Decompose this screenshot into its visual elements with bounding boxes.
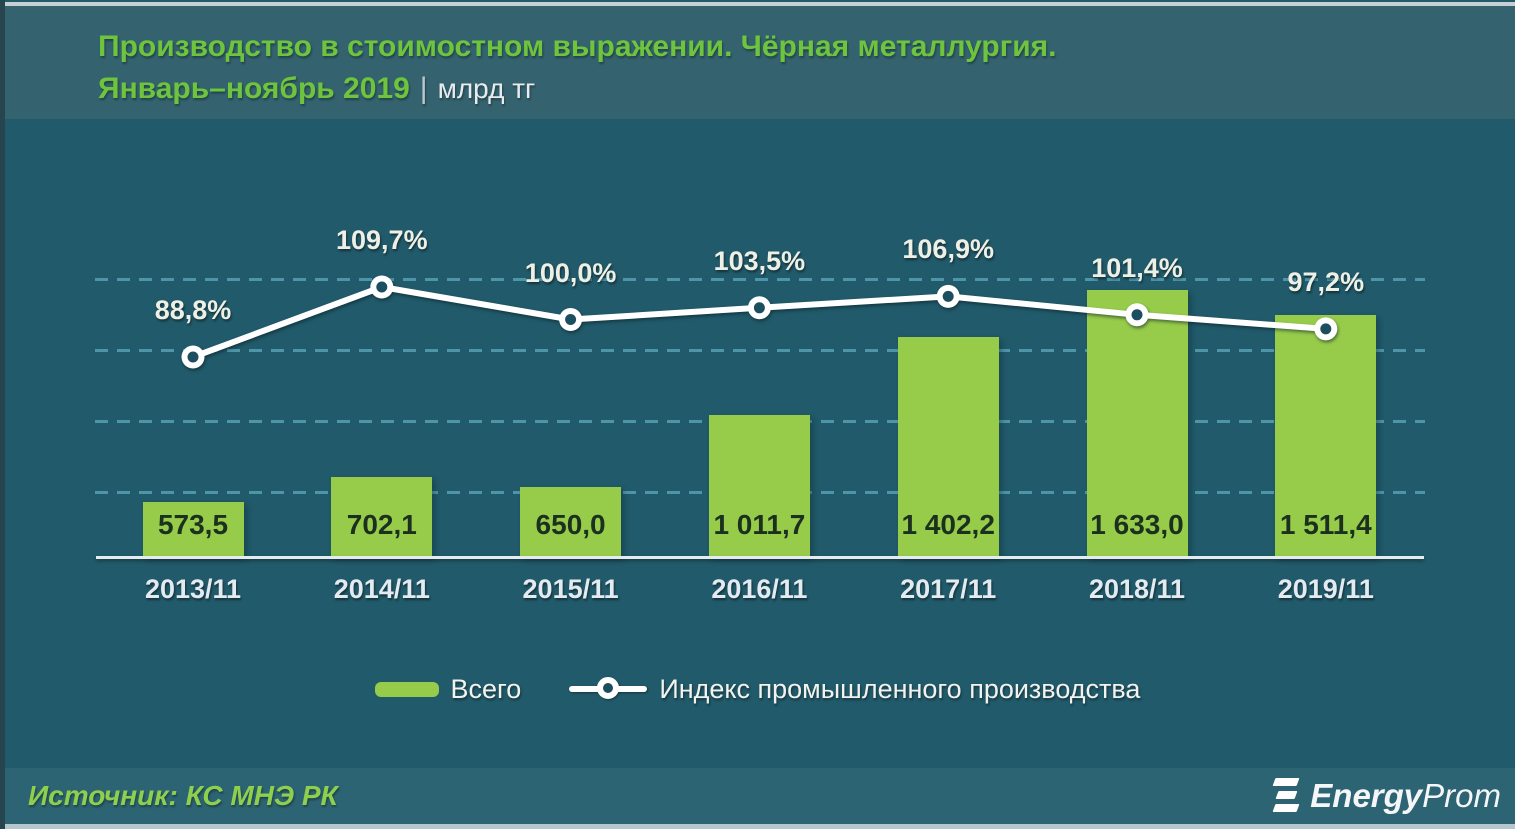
line-value-label: 100,0%: [524, 257, 617, 288]
bar-value-label: 702,1: [346, 509, 417, 540]
line-value-label: 88,8%: [154, 295, 232, 325]
bar-value-label: 650,0: [535, 509, 606, 540]
category-label: 2015/11: [522, 574, 619, 604]
legend-item-total: Всего: [374, 673, 522, 705]
line-value-label: 97,2%: [1287, 266, 1365, 297]
subtitle-unit: млрд тг: [437, 73, 536, 104]
gridline: [95, 278, 1425, 281]
energyprom-logo-icon: [1271, 777, 1301, 815]
legend-label-index: Индекс промышленного производства: [659, 673, 1141, 704]
bar: [1086, 290, 1188, 557]
bar: [1275, 314, 1377, 557]
bar-value-label: 1 402,2: [901, 509, 995, 540]
top-border-line: [0, 2, 1515, 6]
bar: [142, 502, 244, 557]
category-label: 2014/11: [333, 574, 430, 604]
bar-value-label: 573,5: [157, 509, 229, 540]
line-value-label: 109,7%: [336, 225, 428, 255]
chart-subtitle: Январь–ноябрь 2019 | млрд тг: [98, 68, 1515, 110]
bar-value-label: 1 511,4: [1279, 509, 1372, 540]
category-label: 2019/11: [1277, 574, 1374, 604]
line-series-swatch-icon: [569, 677, 648, 701]
subtitle-period: Январь–ноябрь 2019: [98, 72, 410, 105]
legend-label-total: Всего: [450, 673, 522, 704]
line-value-label: 103,5%: [713, 245, 806, 276]
bar: [331, 476, 433, 557]
legend: Всего Индекс промышленного производства: [0, 666, 1515, 712]
footer: Источник: КС МНЭ РК EnergyProm: [0, 768, 1515, 824]
bar: [708, 414, 810, 557]
energyprom-logo: EnergyProm: [1271, 777, 1501, 815]
category-label: 2018/11: [1088, 574, 1186, 604]
line-value-label: 101,4%: [1091, 252, 1183, 283]
subtitle-separator: |: [419, 72, 428, 105]
gridline: [95, 349, 1425, 352]
x-axis-line: [96, 556, 1424, 559]
header: Производство в стоимостном выражении. Чё…: [0, 6, 1515, 119]
bottom-border-line: [0, 824, 1515, 829]
bar: [897, 336, 999, 557]
bar-value-label: 1 633,0: [1090, 509, 1184, 540]
line-value-label: 106,9%: [902, 234, 994, 265]
chart-title: Производство в стоимостном выражении. Чё…: [98, 30, 1057, 63]
bar: [520, 487, 622, 557]
source-note: Источник: КС МНЭ РК: [28, 780, 338, 811]
category-label: 2017/11: [900, 574, 997, 604]
left-border-line: [0, 0, 5, 829]
energyprom-logo-text: EnergyProm: [1310, 777, 1501, 814]
category-label: 2013/11: [144, 574, 242, 604]
category-label: 2016/11: [711, 574, 808, 604]
bar-series-swatch-icon: [374, 681, 439, 697]
bar-value-label: 1 011,7: [713, 509, 806, 540]
legend-item-index: Индекс промышленного производства: [569, 674, 1140, 705]
